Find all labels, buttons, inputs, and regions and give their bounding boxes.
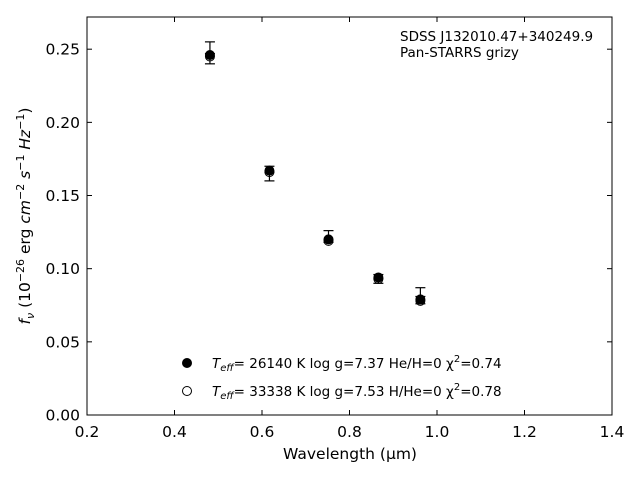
model-point-open	[323, 235, 334, 246]
model-point-open	[415, 295, 426, 306]
y-label-exp4: −1	[14, 114, 27, 130]
y-label-exp3: −1	[14, 155, 27, 171]
legend-2-eff: eff	[220, 391, 235, 402]
y-label-scale: (10	[16, 282, 34, 313]
x-tick-label: 0.8	[337, 423, 362, 441]
y-tick-label: 0.10	[45, 260, 80, 278]
y-label-exp2: −2	[14, 184, 27, 200]
ticks-group: 0.2 0.4 0.6 0.8 1.0 1.2 1.4 0.00 0.05 0.10 0.15 0.2…	[45, 17, 624, 441]
y-tick-label: 0.00	[45, 407, 80, 425]
x-tick-label: 0.2	[75, 423, 100, 441]
x-tick-label: 1.0	[425, 423, 450, 441]
y-axis-label: fν (10−26 erg cm−2 s−1 Hz−1)	[14, 108, 37, 325]
legend-marker-filled	[182, 358, 192, 368]
legend-label-model-1: Teff= 26140 K log g=7.37 He/H=0 χ2=0.74	[212, 354, 502, 374]
legend-1-t: T	[212, 356, 222, 372]
x-tick-label: 0.4	[162, 423, 187, 441]
legend-2-mid: = 33338 K log g=7.53 H/He=0 χ	[234, 384, 454, 400]
model-point-open	[373, 273, 384, 284]
x-tick-label: 0.6	[250, 423, 275, 441]
model-point-open	[204, 51, 215, 62]
legend-label-model-2: Teff= 33338 K log g=7.53 H/He=0 χ2=0.78	[212, 382, 502, 402]
legend-1-eff: eff	[220, 363, 235, 374]
legend-1-sup: 2	[454, 354, 460, 365]
legend-marker-open	[182, 386, 192, 396]
model-point-open	[264, 167, 275, 178]
plot-area	[86, 16, 613, 416]
legend-1-post: =0.74	[460, 356, 501, 372]
y-tick-label: 0.05	[45, 333, 80, 351]
marks-group	[204, 41, 426, 306]
y-label-cm: cm	[16, 200, 34, 224]
annotation-line-1: SDSS J132010.47+340249.9	[400, 29, 593, 45]
legend-2-sup: 2	[454, 382, 460, 393]
y-label-s: s	[16, 171, 34, 179]
y-label-close: )	[16, 108, 34, 114]
y-label-f: f	[16, 316, 34, 324]
x-tick-label: 1.4	[600, 423, 625, 441]
x-tick-label: 1.2	[512, 423, 537, 441]
x-axis-label: Wavelength (μm)	[283, 445, 417, 463]
y-label-hz: Hz	[16, 129, 34, 150]
legend-1-mid: = 26140 K log g=7.37 He/H=0 χ	[234, 356, 454, 372]
legend-2-t: T	[212, 384, 222, 400]
y-tick-label: 0.20	[45, 114, 80, 132]
legend: Teff= 26140 K log g=7.37 He/H=0 χ2=0.74 …	[182, 354, 502, 402]
y-label-exp1: −26	[14, 259, 27, 282]
y-tick-label: 0.25	[45, 41, 80, 59]
legend-2-post: =0.78	[460, 384, 501, 400]
y-label-erg: erg	[16, 224, 34, 259]
annotation-line-2: Pan-STARRS grizy	[400, 45, 519, 61]
y-label-nu: ν	[24, 313, 37, 319]
y-tick-label: 0.15	[45, 187, 80, 205]
